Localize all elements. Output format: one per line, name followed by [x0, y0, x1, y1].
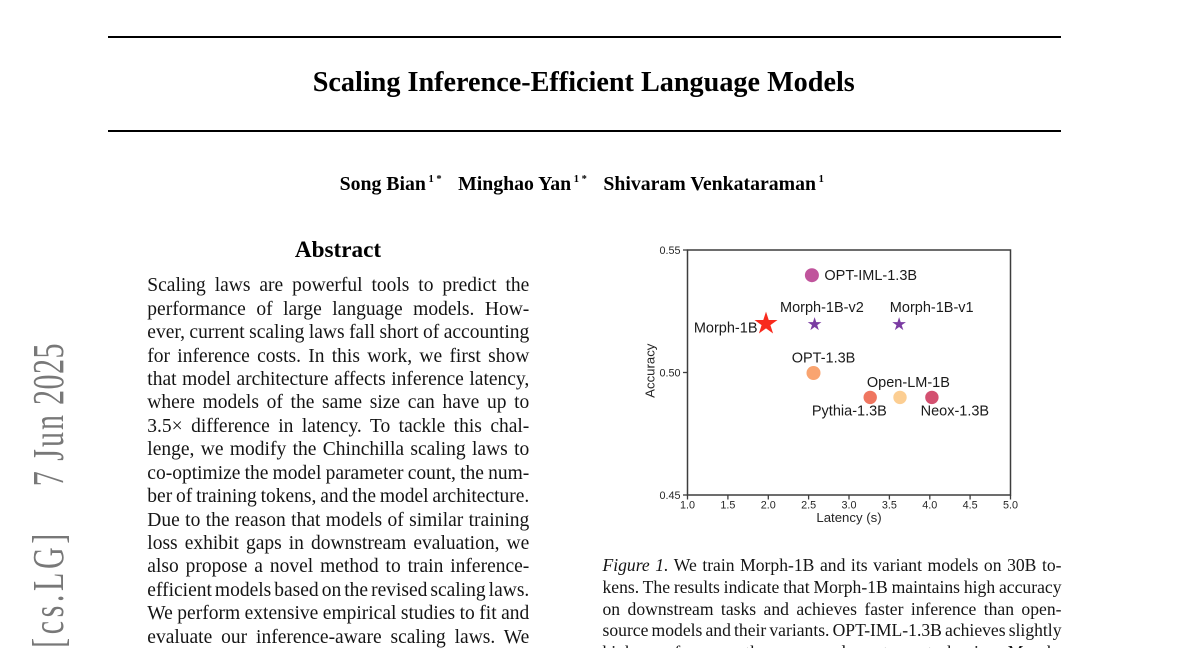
svg-text:3.5: 3.5	[882, 500, 897, 512]
svg-text:0.55: 0.55	[659, 245, 680, 257]
svg-text:2.0: 2.0	[761, 500, 776, 512]
svg-text:Neox-1.3B: Neox-1.3B	[921, 403, 990, 419]
svg-text:Morph-1B: Morph-1B	[694, 321, 758, 337]
svg-text:3.0: 3.0	[841, 500, 856, 512]
svg-text:Morph-1B-v1: Morph-1B-v1	[890, 300, 974, 316]
svg-text:Accuracy: Accuracy	[643, 343, 658, 398]
svg-text:1.5: 1.5	[720, 500, 735, 512]
svg-text:OPT-IML-1.3B: OPT-IML-1.3B	[824, 268, 917, 284]
svg-text:Pythia-1.3B: Pythia-1.3B	[812, 403, 887, 419]
svg-text:4.5: 4.5	[963, 500, 978, 512]
svg-text:Morph-1B-v2: Morph-1B-v2	[780, 300, 864, 316]
svg-text:0.45: 0.45	[659, 490, 680, 502]
svg-text:Open-LM-1B: Open-LM-1B	[867, 375, 950, 391]
svg-text:1.0: 1.0	[680, 500, 695, 512]
svg-text:5.0: 5.0	[1003, 500, 1018, 512]
svg-text:OPT-1.3B: OPT-1.3B	[792, 351, 856, 367]
svg-text:4.0: 4.0	[922, 500, 937, 512]
svg-text:2.5: 2.5	[801, 500, 816, 512]
svg-text:Latency (s): Latency (s)	[816, 510, 881, 525]
svg-text:0.50: 0.50	[659, 367, 680, 379]
